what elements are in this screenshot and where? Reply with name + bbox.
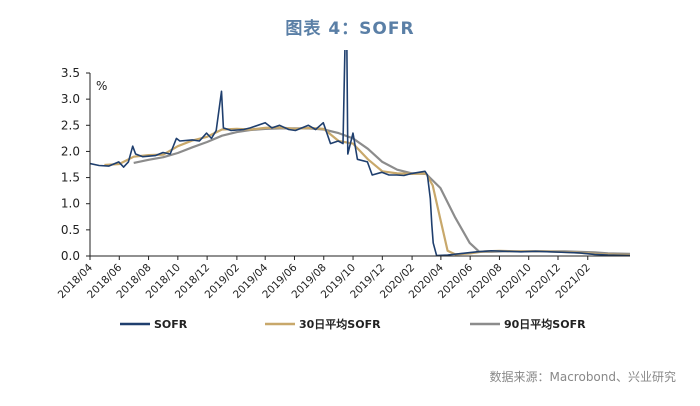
legend-label: 90日平均SOFR (504, 317, 586, 331)
y-tick-label: 3.0 (61, 92, 80, 106)
y-tick-label: 3.5 (61, 66, 80, 80)
series-line-0 (90, 50, 631, 257)
legend-label: SOFR (154, 318, 188, 331)
x-tick-labels: 2018/042018/062018/082018/102018/122019/… (56, 261, 593, 301)
legend-label: 30日平均SOFR (299, 317, 381, 331)
legend: SOFR 30日平均SOFR 90日平均SOFR (120, 317, 586, 331)
series-line-1 (104, 126, 631, 257)
y-tick-marks (86, 72, 589, 260)
y-tick-label: 2.5 (61, 118, 80, 132)
chart-title: 图表 4：SOFR (285, 19, 415, 39)
source-note: 数据来源：Macrobond、兴业研究 (489, 370, 677, 384)
y-axis-unit: % (96, 79, 107, 93)
series-line-2 (133, 127, 631, 255)
y-tick-label: 0.0 (61, 249, 80, 263)
y-tick-label: 1.5 (61, 171, 80, 185)
y-tick-label: 2.0 (61, 144, 80, 158)
y-tick-label: 1.0 (61, 197, 80, 211)
y-tick-label: 0.5 (61, 223, 80, 237)
y-tick-labels: 3.5 3.0 2.5 2.0 1.5 1.0 0.5 0.0 (61, 66, 80, 263)
series-lines (90, 50, 631, 257)
